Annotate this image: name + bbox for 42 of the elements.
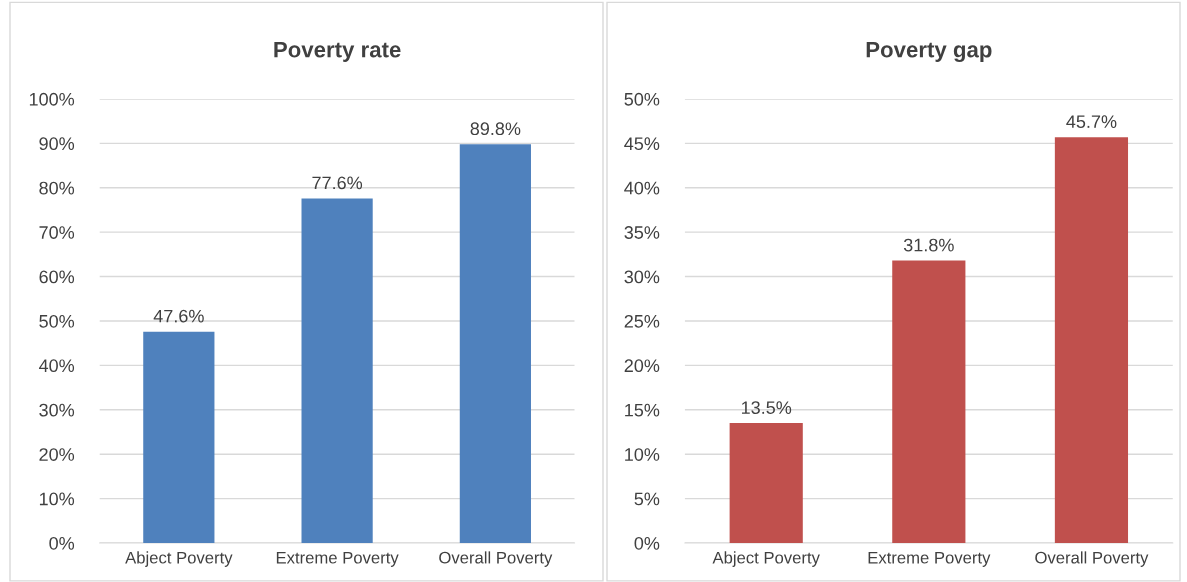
text: 77.6%: [312, 176, 363, 190]
y-tick-label: 90%: [39, 137, 75, 151]
y-tick-label: 35%: [624, 226, 660, 239]
bar: [143, 331, 215, 544]
y-tick-label: 40%: [38, 359, 75, 373]
y-tick-label: 45%: [624, 137, 660, 151]
bar: [301, 198, 373, 544]
y-tick-label: 30%: [39, 403, 75, 417]
x-tick-label: Abject Poverty: [712, 551, 820, 567]
y-tick-label: 20%: [39, 448, 75, 461]
y-tick-label: 20%: [624, 359, 660, 373]
y-tick-label: 5%: [634, 492, 660, 506]
y-tick-label: 15%: [625, 403, 660, 417]
text: 31.8%: [903, 238, 954, 252]
chart-title: Poverty rate: [274, 41, 401, 62]
y-tick-label: 25%: [624, 314, 660, 328]
y-tick-label: 0%: [634, 536, 660, 550]
bar: [459, 144, 531, 544]
y-tick-label: 10%: [39, 492, 75, 506]
bar: [1054, 137, 1129, 544]
bar: [729, 423, 803, 544]
x-tick-label: Overall Poverty: [1035, 551, 1149, 567]
y-tick-label: 50%: [39, 314, 75, 328]
y-tick-label: 50%: [624, 92, 660, 106]
chart-title: Poverty gap: [866, 41, 992, 62]
bar: [892, 260, 966, 544]
y-tick-label: 10%: [625, 448, 660, 461]
y-tick-label: 0%: [49, 536, 75, 550]
y-tick-label: 100%: [29, 92, 75, 106]
y-tick-label: 80%: [39, 181, 75, 195]
text: 45.7%: [1066, 115, 1117, 129]
y-tick-label: 70%: [39, 226, 75, 239]
text: 13.5%: [741, 401, 792, 414]
text: 89.8%: [470, 122, 521, 136]
y-tick-label: 60%: [39, 270, 75, 284]
x-tick-label: Overall Poverty: [439, 551, 553, 567]
x-tick-label: Extreme Poverty: [868, 551, 991, 567]
x-tick-label: Extreme Poverty: [276, 551, 399, 567]
y-tick-label: 30%: [624, 270, 660, 284]
text: 47.6%: [153, 309, 204, 323]
x-tick-label: Abject Poverty: [125, 551, 233, 567]
y-tick-label: 40%: [624, 181, 660, 195]
